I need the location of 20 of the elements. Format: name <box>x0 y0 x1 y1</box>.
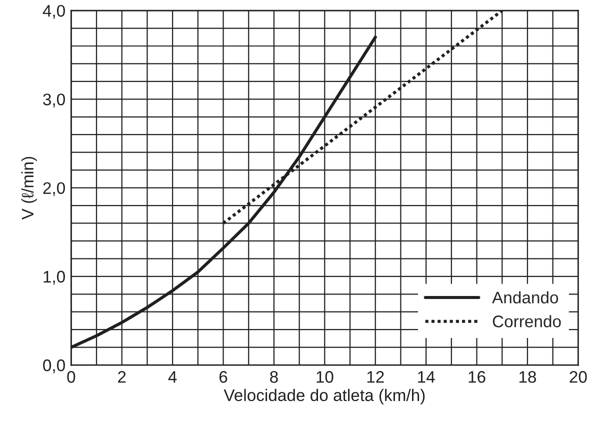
y-tick-label: 1,0 <box>44 270 65 285</box>
x-tick-label: 14 <box>418 371 435 383</box>
x-tick-label: 10 <box>316 371 334 383</box>
x-tick-label: 6 <box>219 371 228 383</box>
x-tick-label: 0 <box>67 371 76 383</box>
x-tick-label: 18 <box>519 371 536 383</box>
x-tick-label: 20 <box>570 371 587 383</box>
y-axis-title: V (ℓ/min) <box>21 156 37 220</box>
x-tick-label: 2 <box>118 371 126 383</box>
x-tick-label: 4 <box>168 371 177 383</box>
legend-label: Correndo <box>492 315 561 328</box>
y-tick-label: 2,0 <box>43 182 65 196</box>
x-tick-label: 12 <box>367 371 384 383</box>
y-tick-label: 3,0 <box>43 94 65 108</box>
y-tick-label: 0,0 <box>43 359 65 374</box>
x-axis-title: Velocidade do atleta (km/h) <box>224 388 425 404</box>
x-tick-label: 8 <box>270 371 278 383</box>
legend-label: Andando <box>492 291 558 304</box>
x-tick-label: 16 <box>468 371 486 383</box>
y-tick-label: 4,0 <box>42 4 65 19</box>
